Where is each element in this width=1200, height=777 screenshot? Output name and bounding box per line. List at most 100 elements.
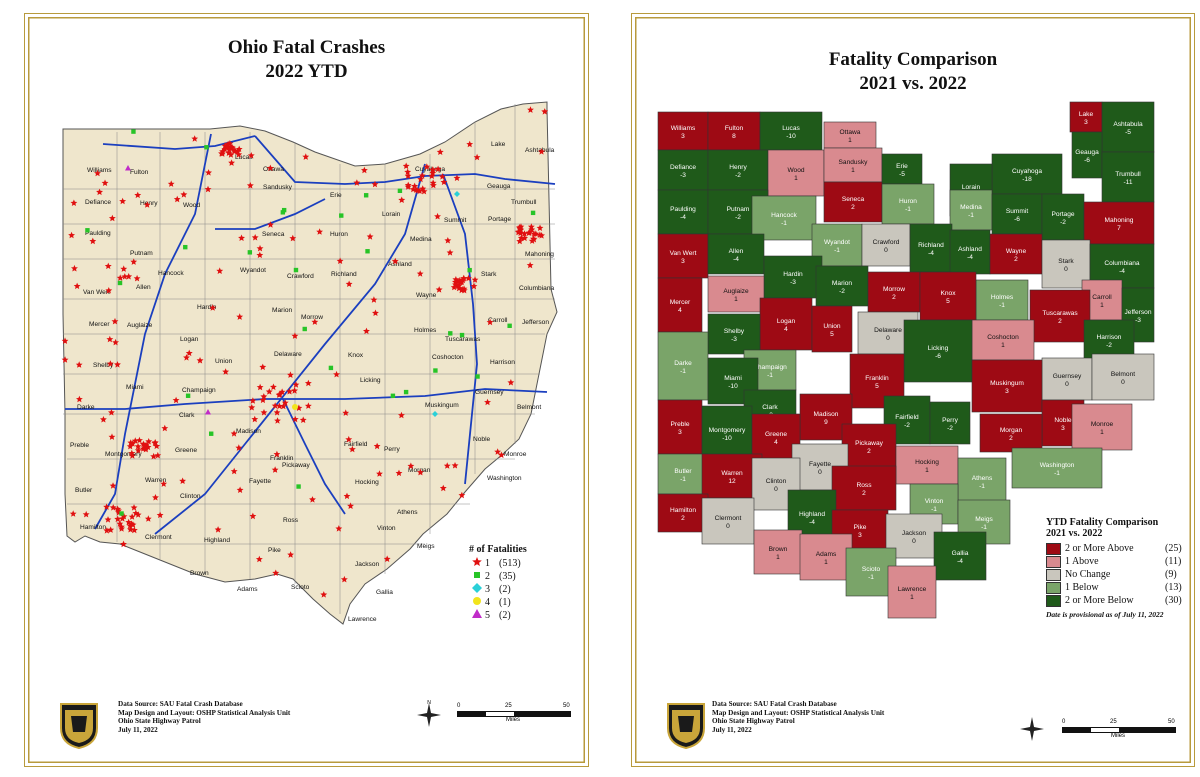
county-label-clermont: Clermont	[145, 534, 172, 541]
left-title-line2: 2022 YTD	[265, 61, 348, 82]
county-fill-tuscarawas	[1029, 289, 1091, 343]
county-name-hamilton: Hamilton	[670, 507, 696, 514]
county-value-morgan: 2	[1009, 435, 1013, 442]
crash-marker-star	[108, 433, 116, 440]
left-legend-item: 1 (513)	[469, 557, 579, 570]
crash-marker-star	[320, 591, 328, 598]
crash-marker-star	[221, 145, 229, 153]
county-name-muskingum: Muskingum	[990, 380, 1024, 387]
county-label-greene: Greene	[175, 447, 197, 454]
crash-marker-square	[530, 210, 536, 216]
crash-marker-star	[444, 237, 452, 244]
county-value-auglaize: 1	[734, 296, 738, 303]
county-value-gallia: -4	[957, 558, 963, 565]
legend-label: 1 Below	[1065, 582, 1099, 593]
legend-square-icon	[469, 569, 485, 584]
county-name-ashtabula: Ashtabula	[1113, 121, 1143, 128]
crash-marker-star	[273, 450, 281, 458]
county-name-gallia: Gallia	[952, 550, 969, 557]
county-value-clermont: 0	[726, 523, 730, 530]
county-value-champaign: -1	[767, 372, 773, 379]
crash-marker-star	[521, 234, 528, 242]
county-boundaries	[63, 104, 555, 614]
left-legend-item: 2 (35)	[469, 570, 579, 583]
county-value-belmont: 0	[1121, 379, 1125, 386]
crash-marker-square	[117, 280, 123, 286]
crash-marker-star	[270, 383, 277, 391]
crash-marker-star	[316, 228, 323, 235]
county-name-hardin: Hardin	[783, 271, 803, 278]
left-credit-design: Map Design and Layout: OSHP Statistical …	[118, 708, 291, 717]
county-value-hamilton: 2	[681, 515, 685, 522]
county-value-washington: -1	[1054, 470, 1060, 477]
crash-marker-star	[438, 173, 446, 180]
county-fill-scioto	[845, 547, 897, 597]
county-name-monroe: Monroe	[1091, 421, 1114, 428]
crash-marker-square	[247, 250, 253, 255]
county-name-champaign: Champaign	[753, 364, 787, 371]
crash-marker-star	[383, 555, 391, 562]
county-label-belmont: Belmont	[517, 404, 541, 411]
crash-marker-star	[209, 304, 217, 311]
county-value-crawford: 0	[884, 247, 888, 254]
county-name-darke: Darke	[674, 360, 692, 367]
highway-i80	[254, 135, 556, 185]
crash-marker-star	[423, 163, 431, 170]
crash-marker-star	[114, 361, 121, 368]
county-name-ashland: Ashland	[958, 246, 982, 253]
county-value-paulding: -4	[680, 214, 686, 221]
crash-marker-star	[538, 148, 545, 155]
crash-marker-star	[128, 513, 136, 520]
crash-marker-diamond	[432, 411, 438, 417]
county-fill-portage	[1041, 193, 1085, 241]
county-label-lucas: Lucas	[235, 154, 253, 161]
county-fill-huron	[881, 183, 935, 225]
crash-marker-star	[272, 569, 280, 576]
crash-marker-star	[251, 415, 259, 423]
crash-marker-star	[180, 191, 188, 198]
right-legend-item: No Change (9)	[1046, 568, 1186, 581]
left-legend-item: 5 (2)	[469, 609, 579, 622]
county-value-tuscarawas: 2	[1058, 318, 1062, 325]
crash-marker-star	[404, 168, 412, 175]
county-name-adams: Adams	[816, 551, 837, 558]
crash-marker-star	[528, 226, 536, 233]
county-fill-knox	[919, 271, 977, 321]
crash-marker-star	[287, 551, 294, 558]
county-value-ashland: -4	[967, 254, 973, 261]
crash-marker-star	[73, 282, 81, 290]
crash-marker-star	[465, 274, 472, 282]
county-label-carroll: Carroll	[488, 317, 508, 324]
legend-diamond-icon	[469, 582, 485, 597]
right-title-line1: Fatality Comparison	[828, 49, 998, 70]
crash-marker-star	[434, 212, 441, 220]
legend-count: (30)	[1165, 595, 1182, 606]
county-value-fulton: 8	[732, 133, 736, 140]
crash-marker-triangle	[125, 165, 131, 171]
crash-marker-star	[371, 180, 379, 188]
scale-tick-25: 25	[1110, 719, 1117, 725]
crash-marker-star	[145, 438, 153, 445]
crash-marker-star	[248, 404, 256, 411]
county-fill-harrison	[1083, 319, 1135, 361]
legend-count: (9)	[1165, 569, 1177, 580]
crash-marker-star	[391, 257, 399, 265]
crash-marker-star	[249, 397, 257, 404]
county-fill-coshocton	[971, 319, 1035, 361]
crash-marker-star	[75, 361, 83, 368]
county-value-defiance: -3	[680, 172, 686, 179]
crash-markers	[61, 106, 549, 598]
crash-marker-star	[136, 436, 143, 444]
county-fill-mahoning	[1083, 201, 1155, 245]
crash-marker-star	[216, 267, 224, 274]
county-fill-sandusky	[823, 147, 883, 183]
county-value-coshocton: 1	[1001, 342, 1005, 349]
county-fill-washington	[1011, 447, 1103, 489]
crash-marker-star	[126, 442, 134, 450]
county-name-clinton: Clinton	[766, 478, 787, 485]
crash-marker-star	[429, 166, 437, 173]
crash-marker-star	[167, 180, 175, 187]
county-value-marion: -2	[839, 288, 845, 295]
crash-marker-star	[536, 224, 544, 231]
county-value-van-wert: 3	[681, 258, 685, 265]
